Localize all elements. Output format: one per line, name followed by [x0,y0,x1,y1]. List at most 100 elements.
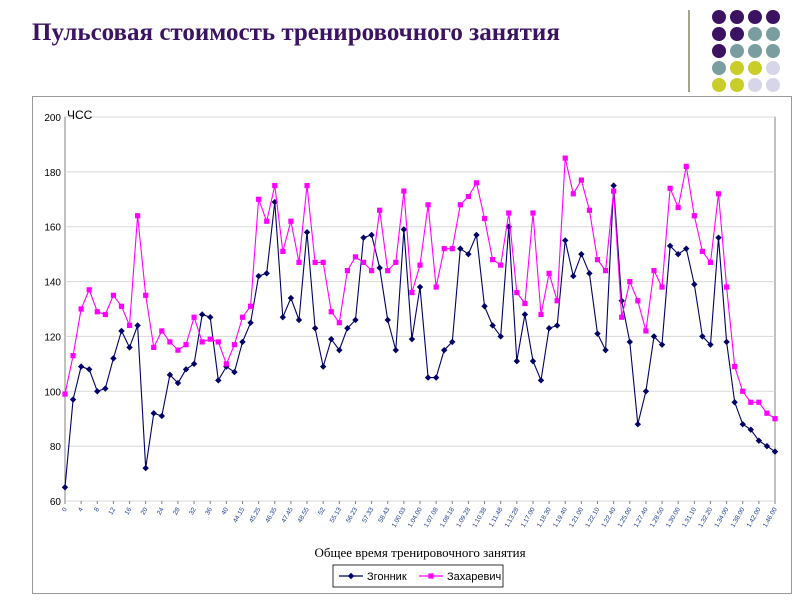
x-tick-label: 1.09.28 [455,506,472,529]
data-point [118,327,125,335]
title-divider-line [688,10,690,92]
data-point [174,379,182,387]
data-point [537,377,545,384]
data-point [167,339,173,345]
data-point [546,270,552,276]
y-axis-label: ЧСС [67,108,93,122]
data-point [239,314,246,320]
y-tick-label: 200 [44,113,61,124]
data-point [385,268,391,274]
data-point [126,322,133,329]
x-tick-label: 57.33 [361,506,375,524]
data-point [481,215,488,222]
y-tick-label: 180 [44,168,61,179]
x-tick-label: 4 [77,506,85,513]
data-point [86,366,93,373]
x-tick-label: 1.19.40 [552,506,569,529]
data-point [626,338,633,346]
legend-marker [428,573,434,579]
data-point [312,259,318,265]
data-point [384,316,391,324]
data-point [562,237,569,244]
x-tick-label: 56.23 [345,506,359,524]
data-point [538,311,544,318]
data-point [183,342,189,348]
data-point [554,298,560,304]
x-tick-label: 8 [93,506,101,513]
data-point [150,410,157,417]
data-point [473,231,480,239]
decor-dot [712,78,726,92]
x-tick-label: 36 [204,506,214,516]
data-point [295,316,303,324]
data-point [506,210,512,216]
data-point [360,259,367,265]
data-point [425,202,431,208]
data-point [489,322,496,329]
x-tick-label: 12 [107,506,117,516]
y-tick-label: 80 [50,442,62,453]
data-point [86,287,92,293]
x-tick-label: 58.43 [377,506,391,524]
data-point [731,399,738,406]
data-point [465,250,472,258]
x-tick-label: 32 [188,506,198,516]
x-tick-label: 1.25.00 [617,506,634,529]
data-point [578,250,585,258]
data-point [683,245,690,252]
decor-dot [730,27,744,41]
data-point [376,264,383,272]
data-point [707,259,714,265]
data-point [449,338,456,346]
data-point [473,180,480,186]
x-tick-label: 1.10.38 [471,506,488,529]
decorative-dot-grid [712,10,780,92]
data-point [578,177,584,183]
x-axis-ticks: 0 4 8 12 16 20 24 28 32 36 40 44.15 45.25 46.35 47.45 4… [61,501,779,529]
data-point [739,421,746,428]
data-point [723,338,730,346]
data-point [659,284,665,290]
chart-series [61,155,779,491]
data-point [175,347,181,353]
data-point [683,163,689,169]
data-point [142,464,149,472]
decor-dot [766,78,780,92]
chart-grid [64,116,776,502]
data-point [457,202,463,208]
data-point [522,300,528,307]
data-point [159,328,165,334]
data-point [771,448,779,455]
data-point [408,335,416,343]
data-point [457,245,464,252]
y-tick-label: 60 [50,497,62,508]
x-tick-label: 1.08.18 [439,506,456,529]
data-point [432,374,440,381]
line-chart: 60 80 100 120 140 160 180 200 0 4 8 12 16 20 24 28 32 36… [44,108,779,588]
decor-dot [748,44,762,58]
x-tick-label: 55.13 [329,506,343,524]
data-point [401,188,407,194]
data-point [490,257,496,263]
data-point [61,484,69,491]
data-point [215,339,221,345]
data-point [279,314,287,321]
x-tick-label: 1.22.40 [600,506,617,529]
decor-dot [712,10,726,24]
data-point [619,314,625,320]
series-zgonnik [61,182,779,491]
decor-dot [748,78,762,92]
x-tick-label: 48.55 [297,506,311,524]
decor-dot [766,10,780,24]
data-point [449,246,455,252]
data-point [433,284,439,290]
data-point [256,196,262,202]
data-point [191,314,197,320]
data-point [513,357,521,365]
data-point [756,399,762,405]
data-point [62,391,68,397]
data-point [562,155,568,161]
x-tick-label: 47.45 [280,506,294,524]
data-point [118,303,125,309]
data-point [287,294,295,302]
